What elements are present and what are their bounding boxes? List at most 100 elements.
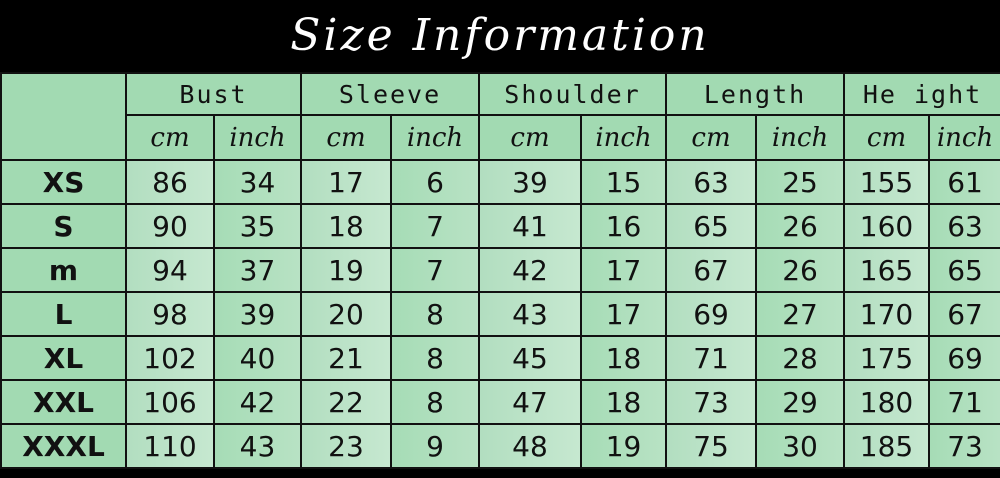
value-cell: 86 (125, 159, 215, 205)
value-cell: 165 (843, 247, 931, 293)
value-cell: 37 (213, 247, 302, 293)
value-cell: 23 (300, 423, 392, 469)
value-cell: 42 (213, 379, 302, 425)
chart-title: Size Information (290, 10, 710, 61)
value-cell: 26 (755, 203, 846, 249)
unit-cm: cm (843, 114, 931, 161)
value-cell: 18 (579, 379, 668, 425)
value-cell: 185 (843, 423, 931, 469)
value-cell: 35 (213, 203, 302, 249)
size-label: m (0, 247, 127, 293)
value-cell: 106 (125, 379, 215, 425)
measurement-header: Shoulder (477, 72, 668, 116)
value-cell: 39 (478, 159, 582, 205)
unit-inch: inch (213, 114, 302, 161)
unit-inch: inch (755, 114, 846, 161)
value-cell: 16 (579, 203, 668, 249)
value-cell: 61 (928, 159, 1000, 205)
value-cell: 8 (390, 291, 480, 337)
value-cell: 28 (755, 335, 846, 381)
value-cell: 110 (125, 423, 215, 469)
measurement-header: Bust (125, 72, 302, 116)
measurement-header: He ight (843, 72, 1000, 116)
value-cell: 94 (125, 247, 215, 293)
value-cell: 7 (390, 247, 480, 293)
table-row: m 94 37 19 7 42 17 67 26 165 65 (0, 247, 1000, 293)
corner-cell (0, 72, 127, 161)
value-cell: 73 (928, 423, 1000, 469)
value-cell: 6 (390, 159, 480, 205)
value-cell: 29 (755, 379, 846, 425)
unit-inch: inch (390, 114, 480, 161)
unit-row: cm inch cm inch cm inch cm inch cm inch (1, 114, 1000, 161)
value-cell: 7 (390, 203, 480, 249)
size-label: L (0, 291, 127, 337)
header-row: Bust Sleeve Shoulder Length He ight (0, 72, 1000, 161)
value-cell: 63 (928, 203, 1000, 249)
measurement-header: Length (665, 72, 846, 116)
value-cell: 41 (478, 203, 582, 249)
value-cell: 90 (125, 203, 215, 249)
value-cell: 8 (390, 379, 480, 425)
value-cell: 42 (478, 247, 582, 293)
value-cell: 26 (755, 247, 846, 293)
value-cell: 21 (300, 335, 392, 381)
value-cell: 67 (928, 291, 1000, 337)
value-cell: 71 (665, 335, 758, 381)
value-cell: 18 (300, 203, 392, 249)
unit-cm: cm (665, 114, 758, 161)
unit-inch: inch (928, 114, 1000, 161)
value-cell: 98 (125, 291, 215, 337)
value-cell: 43 (213, 423, 302, 469)
table-row: L 98 39 20 8 43 17 69 27 170 67 (0, 291, 1000, 337)
value-cell: 170 (843, 291, 931, 337)
value-cell: 75 (665, 423, 758, 469)
measurement-header: Sleeve (300, 72, 480, 116)
value-cell: 8 (390, 335, 480, 381)
value-cell: 34 (213, 159, 302, 205)
value-cell: 17 (300, 159, 392, 205)
size-label: S (0, 203, 127, 249)
value-cell: 47 (478, 379, 582, 425)
value-cell: 69 (665, 291, 758, 337)
value-cell: 17 (579, 247, 668, 293)
value-cell: 45 (478, 335, 582, 381)
value-cell: 155 (843, 159, 931, 205)
value-cell: 43 (478, 291, 582, 337)
value-cell: 18 (579, 335, 668, 381)
value-cell: 180 (843, 379, 931, 425)
size-label: XS (0, 159, 127, 205)
value-cell: 40 (213, 335, 302, 381)
value-cell: 67 (665, 247, 758, 293)
value-cell: 25 (755, 159, 846, 205)
value-cell: 9 (390, 423, 480, 469)
value-cell: 39 (213, 291, 302, 337)
size-table: Bust Sleeve Shoulder Length He ight cm inch cm i… (0, 72, 1000, 469)
value-cell: 22 (300, 379, 392, 425)
value-cell: 30 (755, 423, 846, 469)
size-label: XXXL (0, 423, 127, 469)
unit-cm: cm (125, 114, 215, 161)
size-label: XXL (0, 379, 127, 425)
value-cell: 19 (300, 247, 392, 293)
value-cell: 102 (125, 335, 215, 381)
value-cell: 63 (665, 159, 758, 205)
value-cell: 17 (579, 291, 668, 337)
value-cell: 65 (928, 247, 1000, 293)
unit-cm: cm (300, 114, 392, 161)
value-cell: 160 (843, 203, 931, 249)
value-cell: 15 (579, 159, 668, 205)
table-row: XXXL 110 43 23 9 48 19 75 30 185 73 (0, 423, 1000, 469)
table-row: XXL 106 42 22 8 47 18 73 29 180 71 (0, 379, 1000, 425)
table-row: XS 86 34 17 6 39 15 63 25 155 61 (0, 159, 1000, 205)
value-cell: 65 (665, 203, 758, 249)
value-cell: 71 (928, 379, 1000, 425)
size-label: XL (0, 335, 127, 381)
unit-inch: inch (579, 114, 668, 161)
unit-cm: cm (478, 114, 582, 161)
value-cell: 27 (755, 291, 846, 337)
value-cell: 175 (843, 335, 931, 381)
value-cell: 69 (928, 335, 1000, 381)
value-cell: 48 (478, 423, 582, 469)
